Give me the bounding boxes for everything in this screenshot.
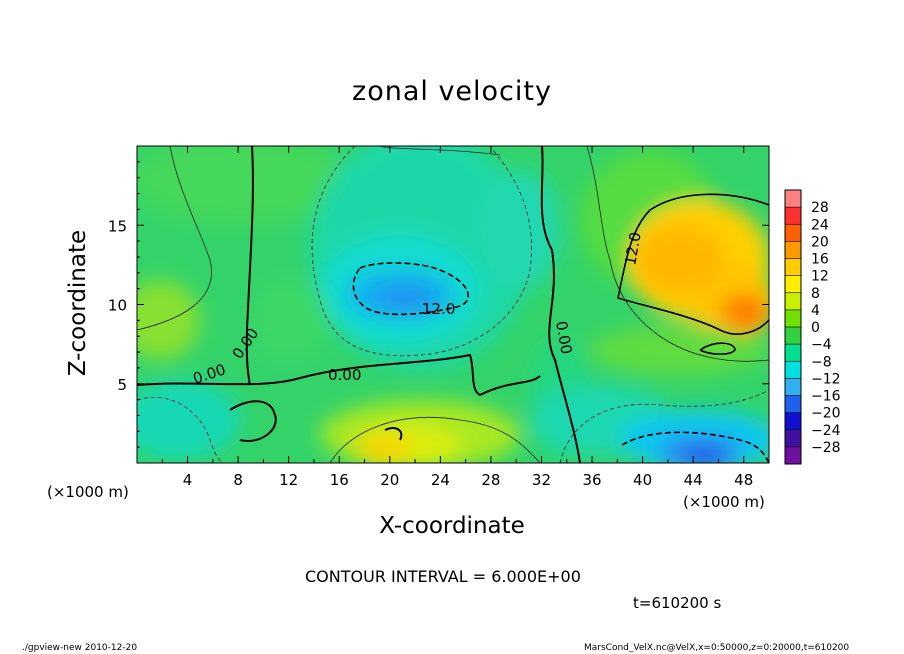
colorbar-label: 4 (811, 303, 820, 319)
x-axis-label-text: X-coordinate (379, 513, 525, 539)
colorbar-label: −28 (811, 440, 841, 456)
y-axis-label: Z-coordinate (65, 229, 91, 377)
colorbar-segment (785, 378, 801, 396)
colorbar-label: −8 (811, 354, 832, 370)
colorbar-segment (785, 241, 801, 259)
x-tick-label: 36 (582, 471, 601, 489)
time-label: t=610200 s (633, 594, 722, 612)
colorbar-segment (785, 190, 801, 208)
colorbar-label: −20 (811, 406, 841, 422)
footer-left: ./gpview-new 2010-12-20 (22, 643, 138, 653)
colorbar-label: −12 (811, 371, 841, 387)
colorbar-label: −4 (811, 337, 832, 353)
colorbar-label: 24 (811, 217, 829, 233)
colorbar-segment (785, 258, 801, 277)
chart-title: zonal velocity (352, 76, 552, 107)
x-tick-label: 40 (633, 471, 652, 489)
colorbar-segment (785, 412, 801, 431)
colorbar-label: 0 (811, 320, 820, 336)
x-tick-label: 4 (183, 471, 193, 489)
colorbar-segment (785, 275, 801, 294)
x-tick-label: 32 (532, 471, 551, 489)
contour-label: 12.0 (422, 300, 455, 318)
footer-right: MarsCond_VelX.nc@VelX,x=0:50000,z=0:2000… (584, 643, 850, 653)
heatmap-field: 12.0 0.00 0.00 0.00 0.00 12.0 (137, 146, 769, 463)
colorbar-segment (785, 224, 801, 242)
x-axis: 4 8 12 16 20 24 28 32 36 40 44 48 (161, 146, 753, 489)
x-tick-label: 12 (279, 471, 298, 489)
colorbar-segment (785, 361, 801, 379)
colorbar-label: 12 (811, 269, 829, 285)
colorbar-segment (785, 395, 801, 414)
colorbar-segment (785, 446, 801, 465)
contour-label: 0.00 (552, 320, 576, 356)
colorbar-segment (785, 309, 801, 328)
colorbar-label: −24 (811, 423, 841, 439)
colorbar-label: 16 (811, 252, 829, 268)
contour-interval: CONTOUR INTERVAL = 6.000E+00 (305, 567, 581, 586)
x-tick-label: 16 (330, 471, 349, 489)
x-tick-label: 24 (431, 471, 450, 489)
x-unit-right: (×1000 m) (683, 493, 765, 511)
y-tick-label: 15 (108, 217, 127, 235)
contour-label: 0.00 (328, 366, 361, 384)
colorbar-label: 28 (811, 200, 829, 216)
colorbar-label: 20 (811, 234, 829, 250)
colorbar-segment (785, 292, 801, 311)
x-axis-label: X-coordinate (0, 513, 904, 539)
colorbar-segment (785, 344, 801, 362)
y-tick-label: 10 (108, 297, 127, 315)
colorbar-label: −16 (811, 389, 841, 405)
colorbar-label: 8 (811, 286, 820, 302)
x-tick-label: 48 (734, 471, 753, 489)
x-tick-label: 28 (481, 471, 500, 489)
x-tick-label: 8 (233, 471, 243, 489)
contour-label: 12.0 (621, 231, 645, 267)
y-axis: 5 10 15 (108, 161, 769, 448)
x-unit-left: (×1000 m) (47, 483, 129, 501)
x-tick-label: 44 (684, 471, 703, 489)
colorbar-segment (785, 207, 801, 225)
colorbar-segment (785, 429, 801, 448)
y-tick-label: 5 (117, 376, 127, 394)
colorbar-segment (785, 327, 801, 345)
x-tick-label: 20 (380, 471, 399, 489)
